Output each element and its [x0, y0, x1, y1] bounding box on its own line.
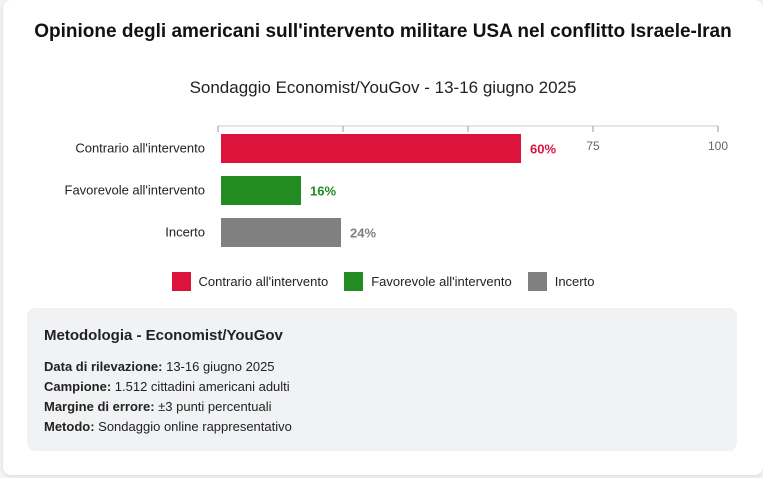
chart-subtitle: Sondaggio Economist/YouGov - 13-16 giugn…	[189, 78, 577, 97]
methodology-row-value: 13-16 giugno 2025	[162, 359, 275, 374]
legend-label: Favorevole all'intervento	[371, 274, 512, 289]
methodology-row: Margine di errore: ±3 punti percentuali	[44, 397, 292, 417]
methodology-row-label: Margine di errore:	[44, 399, 155, 414]
methodology-row-value: Sondaggio online rappresentativo	[94, 419, 292, 434]
chart-legend: Contrario all'intervento Favorevole all'i…	[3, 272, 763, 291]
legend-label: Incerto	[554, 274, 595, 289]
legend-swatch	[527, 272, 547, 291]
legend-item: Incerto	[527, 272, 595, 291]
data-label: 24%	[350, 226, 376, 241]
bar	[221, 134, 521, 163]
methodology-row-label: Data di rilevazione:	[44, 359, 163, 374]
methodology-row-label: Metodo:	[44, 419, 95, 434]
bar	[221, 176, 301, 205]
chart-title: Opinione degli americani sull'intervento…	[34, 21, 732, 42]
legend-swatch	[344, 272, 364, 291]
category-label: Contrario all'intervento	[75, 141, 205, 156]
legend-label: Contrario all'intervento	[198, 274, 329, 289]
bar	[221, 218, 341, 247]
methodology-rows: Data di rilevazione: 13-16 giugno 2025 Ca…	[44, 357, 292, 437]
methodology-box: Metodologia - Economist/YouGov Data di r…	[27, 308, 737, 451]
chart-card: Opinione degli americani sull'intervento…	[3, 0, 763, 475]
x-tick-label: 100	[708, 139, 728, 153]
methodology-heading: Metodologia - Economist/YouGov	[44, 327, 283, 344]
data-label: 60%	[530, 142, 556, 157]
methodology-row-value: 1.512 cittadini americani adulti	[111, 379, 290, 394]
legend-item: Favorevole all'intervento	[344, 272, 512, 291]
methodology-row: Data di rilevazione: 13-16 giugno 2025	[44, 357, 292, 377]
data-label: 16%	[310, 184, 336, 199]
x-tick-label: 75	[586, 139, 600, 153]
bar-chart: 75 100 Contrario all'intervento 60% Favorevo…	[65, 125, 728, 247]
methodology-row: Metodo: Sondaggio online rappresentativo	[44, 417, 292, 437]
legend-swatch	[171, 272, 191, 291]
methodology-row: Campione: 1.512 cittadini americani adul…	[44, 377, 292, 397]
category-label: Favorevole all'intervento	[65, 183, 206, 198]
category-label: Incerto	[165, 225, 205, 240]
legend-item: Contrario all'intervento	[171, 272, 329, 291]
methodology-row-label: Campione:	[44, 379, 112, 394]
methodology-row-value: ±3 punti percentuali	[154, 399, 272, 414]
